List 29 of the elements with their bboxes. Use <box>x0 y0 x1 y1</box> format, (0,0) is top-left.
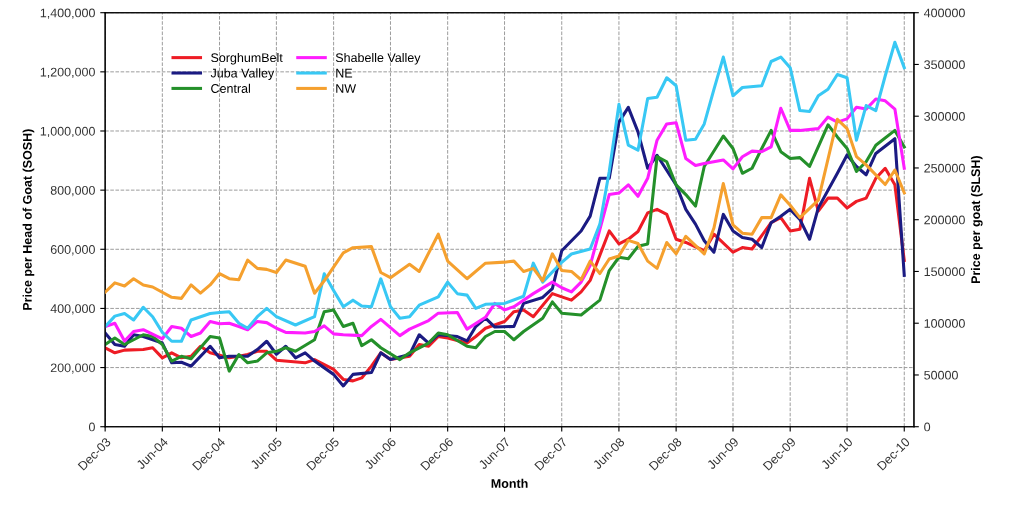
y2-tick-label: 150000 <box>924 267 965 277</box>
line-series <box>105 117 906 300</box>
line-series <box>105 97 906 343</box>
y-tick-label: 1,400,000 <box>40 8 95 19</box>
line-series <box>105 40 906 343</box>
legend-label: Juba Valley <box>210 68 275 80</box>
y2-tick-label: 300000 <box>924 112 965 121</box>
y2-tick-label: 400000 <box>923 8 965 18</box>
y2-tick-label: 50000 <box>924 370 958 380</box>
y2-tick-label: 100000 <box>924 319 965 328</box>
y-tick-label: 400,000 <box>50 304 95 315</box>
y-tick-label: 0 <box>88 422 95 432</box>
x-axis-title: Month <box>491 478 528 488</box>
legend-label: Central <box>211 83 250 93</box>
y2-axis-title: Price per goat (SLSH) <box>970 156 983 284</box>
legend-label: NE <box>336 68 353 78</box>
y-axis-title: Price per Head of Goat (SOSH) <box>22 129 35 310</box>
y2-tick-label: 350000 <box>924 60 965 70</box>
y2-tick-label: 200000 <box>924 215 965 225</box>
y-tick-label: 200,000 <box>50 363 95 374</box>
y-tick-label: 1,200,000 <box>40 67 95 78</box>
legend-label: NW <box>336 84 357 93</box>
legend-label: SorghumBelt <box>211 52 283 65</box>
y2-tick-label: 250000 <box>924 163 965 173</box>
y-tick-label: 1,000,000 <box>40 126 95 138</box>
legend-label: Shabelle Valley <box>335 52 421 65</box>
y-tick-label: 800,000 <box>50 185 95 197</box>
y2-tick-label: 0 <box>924 422 931 432</box>
y-tick-label: 600,000 <box>50 245 95 256</box>
